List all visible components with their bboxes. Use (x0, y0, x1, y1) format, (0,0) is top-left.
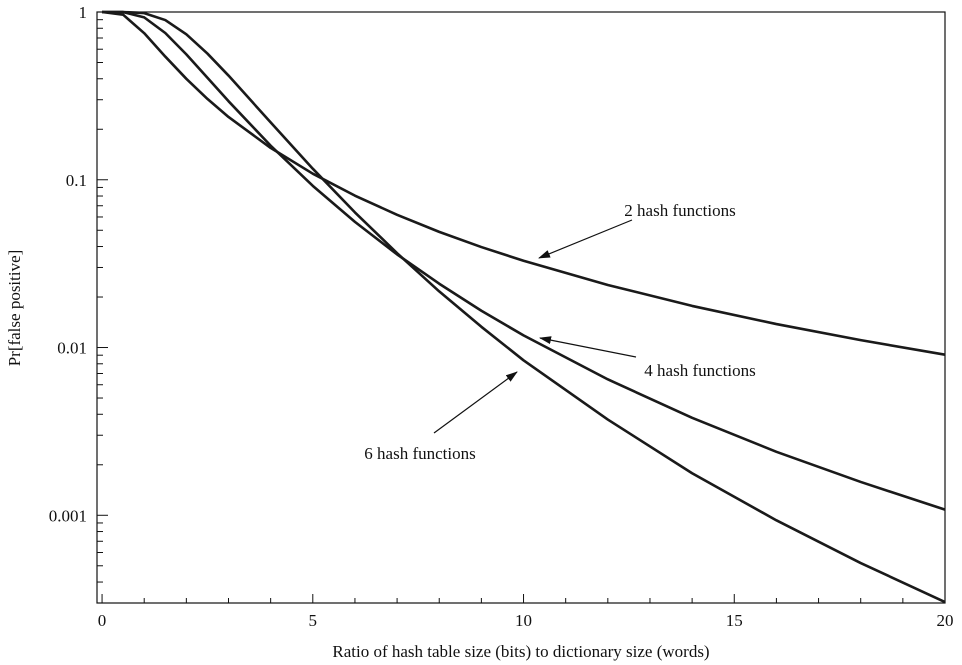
annotation: 6 hash functions (364, 444, 475, 463)
annotation: 4 hash functions (644, 361, 755, 380)
x-tick-label: 0 (98, 611, 107, 630)
series-line (102, 10, 946, 604)
annotation-arrow (538, 219, 633, 259)
annotation: 2 hash functions (624, 201, 735, 220)
y-tick-label: 1 (79, 3, 88, 22)
series-line (101, 10, 946, 356)
x-axis-title: Ratio of hash table size (bits) to dicti… (332, 642, 709, 661)
x-tick-label: 5 (309, 611, 318, 630)
plot-frame (96, 11, 946, 604)
y-tick-label: 0.01 (57, 339, 87, 358)
y-tick-label: 0.001 (49, 506, 87, 525)
y-axis-title: Pr[false positive] (5, 250, 24, 367)
x-tick-label: 20 (937, 611, 954, 630)
x-tick-label: 10 (515, 611, 532, 630)
annotation-arrow (539, 336, 637, 358)
x-tick-label: 15 (726, 611, 743, 630)
y-tick-label: 0.1 (66, 171, 87, 190)
series-line (102, 10, 946, 511)
annotation-arrow (433, 371, 518, 434)
